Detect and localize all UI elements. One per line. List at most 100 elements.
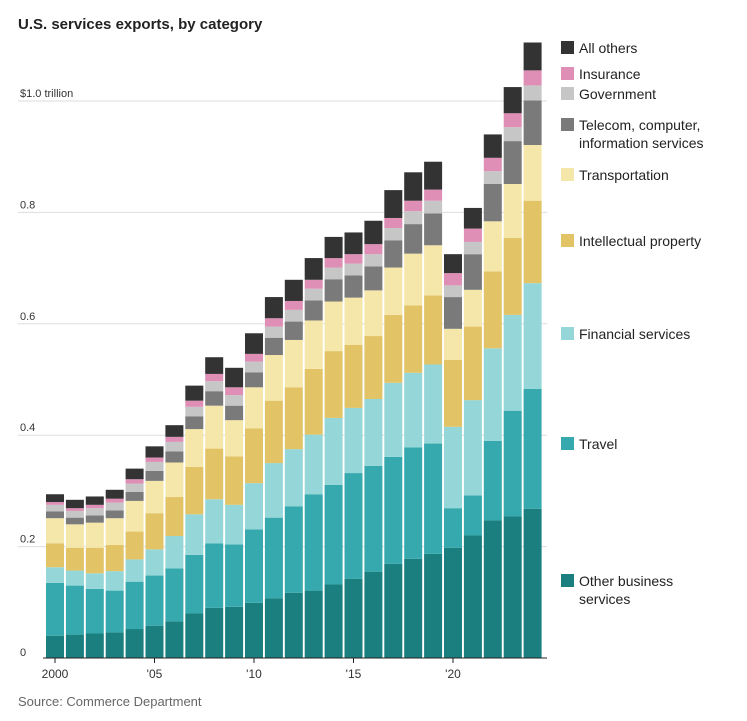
bar-segment bbox=[145, 549, 164, 576]
y-tick-label: 0 bbox=[20, 647, 26, 659]
legend-swatch bbox=[561, 118, 574, 131]
bar-segment bbox=[284, 506, 303, 593]
bar-segment bbox=[523, 100, 542, 145]
bar-segment bbox=[483, 520, 502, 658]
bar-segment bbox=[344, 344, 363, 408]
chart-title: U.S. services exports, by category bbox=[18, 16, 263, 33]
bar-segment bbox=[304, 279, 323, 289]
bar-segment bbox=[364, 244, 383, 255]
bar-segment bbox=[424, 553, 443, 658]
bar-segment bbox=[324, 267, 343, 280]
bar-segment bbox=[384, 228, 403, 241]
bar-segment bbox=[165, 462, 184, 498]
bar-segment bbox=[46, 502, 64, 505]
bar-segment bbox=[46, 543, 64, 568]
bar-segment bbox=[105, 510, 124, 519]
y-tick-label: 0.6 bbox=[20, 311, 35, 323]
bar-segment bbox=[46, 582, 64, 636]
bar-segment bbox=[165, 621, 184, 658]
bar-segment bbox=[125, 468, 144, 480]
bar-segment bbox=[304, 258, 323, 280]
bar-segment bbox=[245, 361, 263, 373]
bar-segment bbox=[225, 456, 244, 505]
bar-segment bbox=[125, 531, 144, 560]
bar-segment bbox=[264, 400, 283, 464]
bar-segment bbox=[364, 571, 383, 658]
bar-segment bbox=[185, 400, 204, 407]
bar-segment bbox=[105, 544, 124, 572]
bar-segment bbox=[384, 267, 403, 315]
bar-segment bbox=[503, 183, 522, 239]
bar-segment bbox=[523, 85, 542, 101]
bar-segment bbox=[304, 368, 323, 435]
bar-segment bbox=[185, 514, 204, 555]
bar-segment bbox=[404, 305, 423, 373]
bar-segment bbox=[483, 171, 502, 184]
bar-segment bbox=[165, 441, 184, 452]
y-tick-label: 0.8 bbox=[20, 199, 35, 211]
bar-segment bbox=[523, 42, 542, 71]
bar-segment bbox=[185, 416, 204, 430]
bar-segment bbox=[444, 297, 462, 329]
bar-segment bbox=[105, 498, 124, 503]
x-tick-label: '20 bbox=[445, 667, 461, 681]
bar-segment bbox=[225, 420, 244, 457]
bar-segment bbox=[125, 500, 144, 532]
bar-segment bbox=[503, 87, 522, 114]
bar-segment bbox=[165, 451, 184, 463]
bar-segment bbox=[185, 429, 204, 467]
bar-segment bbox=[444, 426, 462, 509]
bar-segment bbox=[264, 517, 283, 599]
bar-segment bbox=[65, 634, 84, 658]
bar-segment bbox=[463, 495, 482, 536]
bar-segment bbox=[523, 283, 542, 389]
bar-segment bbox=[145, 575, 164, 626]
bar-segment bbox=[105, 489, 124, 499]
bar-segment bbox=[304, 300, 323, 321]
bar-segment bbox=[65, 524, 84, 548]
legend-label: Financial services bbox=[579, 326, 690, 342]
bar-segment bbox=[483, 348, 502, 441]
bar-segment bbox=[384, 190, 403, 218]
bar-segment bbox=[424, 295, 443, 365]
source-note: Source: Commerce Department bbox=[18, 694, 202, 709]
bar-segment bbox=[384, 314, 403, 383]
bar-segment bbox=[225, 387, 244, 396]
bar-segment bbox=[65, 517, 84, 525]
bar-segment bbox=[523, 70, 542, 86]
legend-label: Insurance bbox=[579, 66, 641, 82]
bar-segment bbox=[65, 570, 84, 586]
bar-segment bbox=[324, 351, 343, 418]
y-tick-label: 0.2 bbox=[20, 534, 35, 546]
bar-segment bbox=[304, 320, 323, 369]
bar-segment bbox=[463, 326, 482, 401]
legend-swatch bbox=[561, 574, 574, 587]
bar-segment bbox=[105, 518, 124, 545]
bar-segment bbox=[463, 241, 482, 255]
bar-segment bbox=[205, 357, 224, 374]
bar-segment bbox=[145, 480, 164, 514]
bar-segment bbox=[384, 456, 403, 564]
bar-segment bbox=[85, 515, 104, 523]
bar-segment bbox=[245, 353, 263, 362]
bar-segment bbox=[284, 321, 303, 340]
bar-segment bbox=[364, 220, 383, 245]
bar-segment bbox=[185, 554, 204, 614]
bar-segment bbox=[165, 436, 184, 442]
bar-segment bbox=[225, 405, 244, 421]
bar-segment bbox=[324, 279, 343, 302]
bar-segment bbox=[304, 288, 323, 301]
bar-segment bbox=[384, 217, 403, 228]
bar-segment bbox=[503, 113, 522, 128]
bar-segment bbox=[384, 563, 403, 658]
bar-segment bbox=[65, 499, 84, 509]
legend-swatch bbox=[561, 87, 574, 100]
bar-segment bbox=[105, 590, 124, 633]
bar-segment bbox=[165, 536, 184, 569]
bar-segment bbox=[284, 339, 303, 388]
bar-segment bbox=[503, 127, 522, 142]
bar-segment bbox=[483, 183, 502, 222]
bar-segment bbox=[483, 134, 502, 158]
legend-label: Telecom, computer, information services bbox=[579, 117, 704, 151]
bar-segment bbox=[85, 522, 104, 548]
